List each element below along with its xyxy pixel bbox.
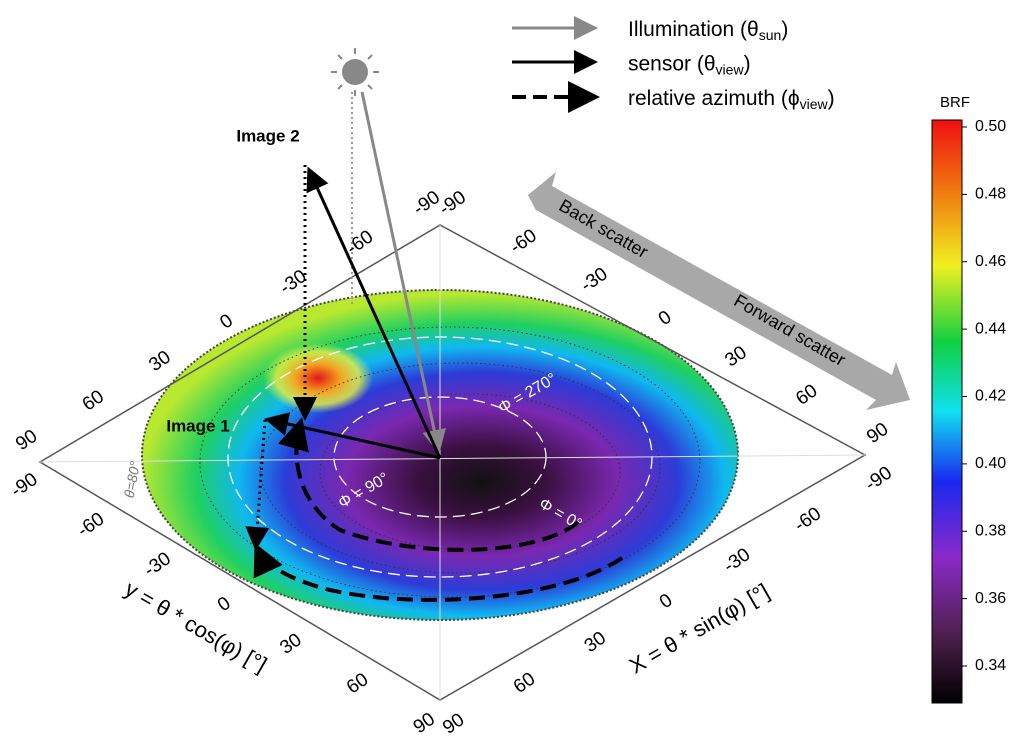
axis-tick-label: 60 (79, 386, 108, 415)
axis-tick-label: 90 (410, 709, 439, 737)
contours (199, 326, 701, 598)
axis-tick-label: 30 (721, 342, 750, 371)
axis-tick-label: -90 (861, 462, 896, 495)
axis-tick-label: 0 (655, 307, 676, 330)
legend-text: ) (781, 18, 788, 41)
colorbar-tick-label: 0.36 (975, 590, 1006, 607)
colorbar-tick-label: 0.38 (975, 522, 1006, 539)
image-label: Image 1 (166, 416, 229, 435)
legend-label: sensor (θview) (628, 52, 751, 77)
axis-title: y = θ * cos(φ) [°] (121, 576, 272, 677)
colorbar-tick-label: 0.40 (975, 455, 1006, 472)
axis-tick-label: 30 (145, 347, 174, 376)
colorbar-tick-label: 0.44 (975, 320, 1006, 337)
axis-tick-label: 60 (792, 380, 821, 409)
axis-tick-label: -30 (276, 266, 311, 299)
axis-tick-label: 30 (276, 629, 305, 658)
legend-text: relative azimuth (ϕ (628, 87, 800, 110)
axis-tick-label: 0 (656, 590, 677, 613)
theta-label: θ=80° (121, 460, 143, 500)
axis-tick-label: 90 (12, 426, 41, 455)
axis-tick-label: -90 (7, 469, 42, 502)
legend-sub: sun (759, 27, 782, 43)
colorbar-tick-label: 0.46 (975, 253, 1006, 270)
axis-tick-label: -60 (506, 225, 541, 258)
azimuth-arrow (278, 417, 580, 552)
legend-sub: view (800, 96, 829, 112)
legend (512, 16, 600, 113)
axis-tick-label: -30 (720, 544, 755, 577)
illumination-arrow (360, 91, 446, 454)
scatter-arrow (528, 172, 910, 410)
azimuth-arrow (253, 542, 624, 602)
axis-tick-label: 60 (343, 669, 372, 698)
axis-tick-label: 0 (216, 310, 237, 333)
colorbar-tick-label: 0.34 (975, 657, 1006, 674)
axis-tick-label: -90 (435, 187, 470, 220)
axis-tick-label: -60 (74, 509, 109, 542)
colorbar-title: BRF (940, 94, 970, 111)
colorbar (931, 119, 963, 704)
axis-tick-label: -60 (791, 503, 826, 536)
legend-sub: view (716, 61, 745, 77)
axis-tick-label: -30 (577, 264, 612, 297)
hotspot (263, 343, 373, 413)
axis-tick-label: 90 (439, 709, 468, 737)
axis-line (39, 454, 866, 463)
axis-tick-label: 90 (863, 419, 892, 448)
colorbar-tick-label: 0.48 (975, 186, 1006, 203)
legend-label: Illumination (θsun) (628, 18, 788, 43)
legend-text: ) (744, 52, 751, 75)
legend-text: Illumination (θ (628, 18, 759, 41)
sensor-arrow (306, 166, 442, 459)
legend-text: ) (828, 87, 835, 110)
axis-tick-label: 60 (510, 668, 539, 697)
colorbar-tick-label: 0.42 (975, 388, 1006, 405)
axis-title: X = θ * sin(φ) [°] (625, 578, 773, 678)
legend-label: relative azimuth (ϕview) (628, 87, 835, 112)
colorbar-tick-label: 0.50 (975, 118, 1006, 135)
axis-tick-label: 0 (214, 593, 235, 616)
sun-icon (331, 48, 379, 96)
axis-tick-label: 30 (581, 628, 610, 657)
legend-text: sensor (θ (628, 52, 716, 75)
axis-tick-label: -30 (140, 548, 175, 581)
image-label: Image 2 (236, 126, 299, 145)
